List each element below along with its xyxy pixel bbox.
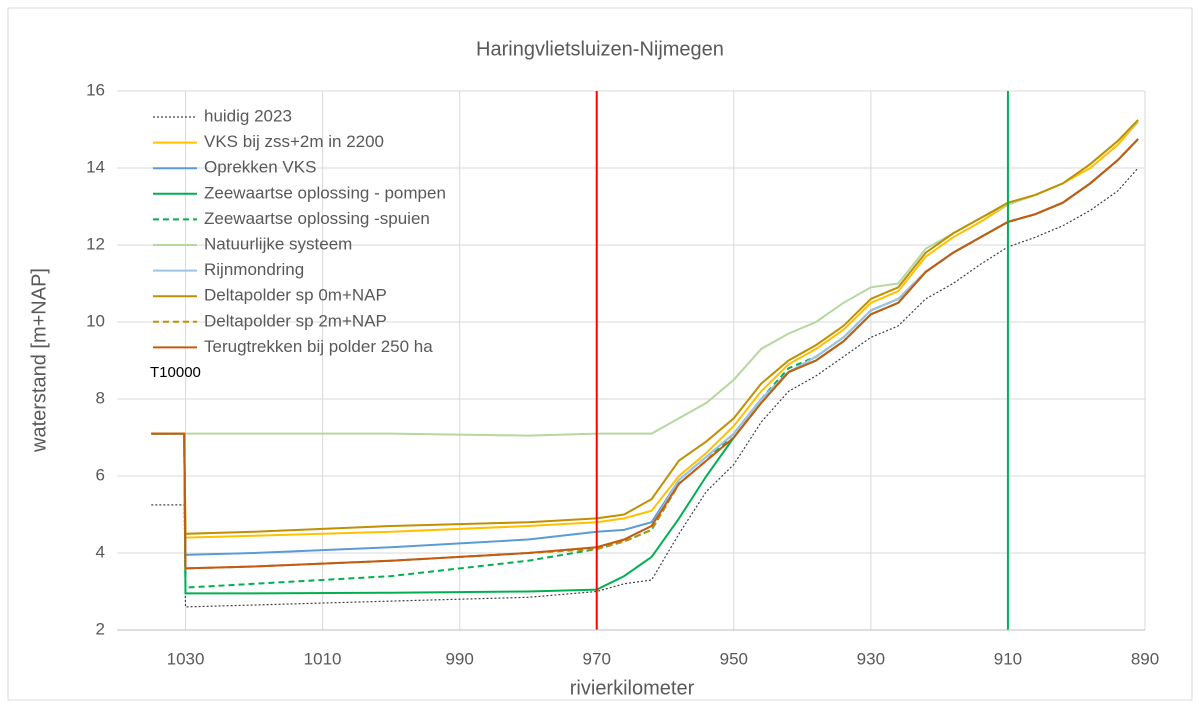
- x-tick-label: 990: [445, 649, 473, 668]
- x-tick-label: 910: [994, 649, 1022, 668]
- legend-label: VKS bij zss+2m in 2200: [204, 132, 384, 151]
- chart-frame: [7, 7, 1193, 701]
- legend-label: Rijnmondring: [204, 260, 304, 279]
- x-tick-label: 950: [720, 649, 748, 668]
- y-tick-label: 12: [86, 234, 105, 253]
- legend-label: Natuurlijke systeem: [204, 234, 352, 253]
- legend-label: Terugtrekken bij polder 250 ha: [204, 337, 433, 356]
- legend-label: Deltapolder sp 0m+NAP: [204, 286, 387, 305]
- y-tick-label: 16: [86, 80, 105, 99]
- annotation: T10000: [150, 364, 201, 381]
- legend-label: Zeewaartse oplossing -spuien: [204, 209, 430, 228]
- legend-label: Zeewaartse oplossing - pompen: [204, 183, 446, 202]
- series-line: [151, 167, 1139, 608]
- x-tick-label: 1030: [167, 649, 205, 668]
- y-axis-label: waterstand [m+NAP]: [28, 268, 50, 453]
- y-tick-label: 4: [96, 542, 105, 561]
- series-line: [151, 138, 1139, 570]
- legend-label: huidig 2023: [204, 106, 292, 125]
- y-tick-label: 6: [96, 465, 105, 484]
- series-line: [151, 119, 1139, 535]
- x-tick-label: 970: [583, 649, 611, 668]
- legend-label: Oprekken VKS: [204, 158, 316, 177]
- y-tick-label: 10: [86, 311, 105, 330]
- y-tick-label: 14: [86, 157, 105, 176]
- legend-label: Deltapolder sp 2m+NAP: [204, 311, 387, 330]
- y-tick-label: 8: [96, 388, 105, 407]
- x-tick-label: 1010: [304, 649, 342, 668]
- series-line: [151, 138, 1139, 589]
- y-tick-label: 2: [96, 619, 105, 638]
- chart-title: Haringvlietsluizen-Nijmegen: [476, 38, 724, 60]
- x-tick-label: 930: [857, 649, 885, 668]
- x-tick-label: 890: [1131, 649, 1159, 668]
- x-axis-label: rivierkilometer: [570, 677, 695, 699]
